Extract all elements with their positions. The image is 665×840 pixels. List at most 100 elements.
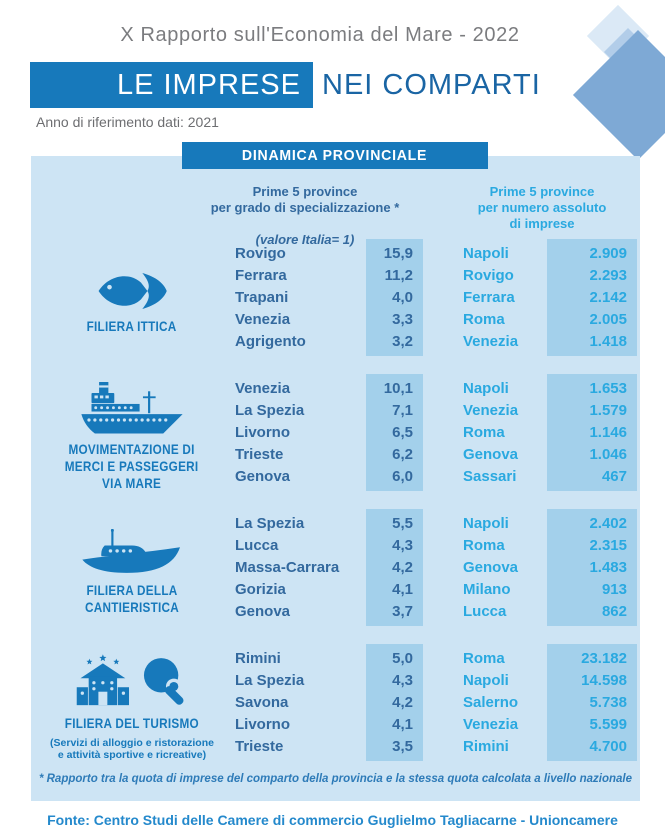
sector-sublabel: (Servizi di alloggio e ristorazione e at… bbox=[50, 736, 214, 761]
province-value: 1.146 bbox=[589, 424, 627, 441]
sector-label: FILIERA DEL TURISMO bbox=[64, 714, 200, 731]
province-value: 4,2 bbox=[392, 694, 413, 711]
province-value: 4,3 bbox=[392, 537, 413, 554]
province-value: 6,0 bbox=[392, 468, 413, 485]
imprese-values-strip: 1.653 1.579 1.146 1.046 467 bbox=[547, 374, 637, 491]
sector-section: FILIERA DEL TURISMO (Servizi di alloggio… bbox=[31, 643, 640, 778]
province-name: Venezia bbox=[235, 311, 291, 328]
province-name: Milano bbox=[463, 581, 511, 598]
imprese-provinces: Napoli Rovigo Ferrara Roma Venezia bbox=[463, 243, 547, 353]
specializzazione-provinces: Venezia La Spezia Livorno Trieste Genova bbox=[235, 378, 363, 488]
province-name: Ferrara bbox=[235, 267, 287, 284]
province-value: 913 bbox=[601, 581, 627, 598]
sector-section: FILIERA ITTICA Rovigo Ferrara Trapani Venez… bbox=[31, 238, 640, 373]
province-value: 5,0 bbox=[392, 650, 413, 667]
fish-icon bbox=[96, 269, 168, 313]
specializzazione-values-strip: 5,0 4,3 4,2 4,1 3,5 bbox=[366, 644, 423, 761]
specializzazione-provinces: La Spezia Lucca Massa-Carrara Gorizia Genova bbox=[235, 513, 363, 623]
hotel-and-table-tennis-icon bbox=[73, 653, 191, 710]
sector-icon-block: FILIERA DELLA CANTIERISTICA bbox=[33, 508, 231, 636]
province-value: 10,1 bbox=[383, 380, 413, 397]
province-name: Agrigento bbox=[235, 333, 306, 350]
province-value: 1.418 bbox=[589, 333, 627, 350]
province-name: Lucca bbox=[463, 603, 507, 620]
sector-label: FILIERA DELLA CANTIERISTICA bbox=[84, 581, 180, 615]
province-value: 4,1 bbox=[392, 716, 413, 733]
decor-diamond-large bbox=[572, 29, 665, 161]
imprese-provinces: Napoli Venezia Roma Genova Sassari bbox=[463, 378, 547, 488]
province-value: 2.315 bbox=[589, 537, 627, 554]
column-header-specializzazione-text: Prime 5 province per grado di specializz… bbox=[210, 184, 400, 215]
province-value: 5,5 bbox=[392, 515, 413, 532]
imprese-provinces: Napoli Roma Genova Milano Lucca bbox=[463, 513, 547, 623]
province-value: 7,1 bbox=[392, 402, 413, 419]
province-name: Lucca bbox=[235, 537, 279, 554]
province-name: Venezia bbox=[463, 402, 519, 419]
province-value: 3,3 bbox=[392, 311, 413, 328]
province-name: Massa-Carrara bbox=[235, 559, 340, 576]
imprese-values-strip: 23.182 14.598 5.738 5.599 4.700 bbox=[547, 644, 637, 761]
province-name: Ferrara bbox=[463, 289, 515, 306]
province-value: 467 bbox=[601, 468, 627, 485]
provincial-dynamics-panel bbox=[31, 156, 640, 801]
yacht-icon bbox=[82, 528, 182, 577]
imprese-values-strip: 2.909 2.293 2.142 2.005 1.418 bbox=[547, 239, 637, 356]
province-value: 23.182 bbox=[581, 650, 627, 667]
province-value: 1.046 bbox=[589, 446, 627, 463]
imprese-values-strip: 2.402 2.315 1.483 913 862 bbox=[547, 509, 637, 626]
province-value: 862 bbox=[601, 603, 627, 620]
province-value: 15,9 bbox=[383, 245, 413, 262]
province-name: La Spezia bbox=[235, 402, 305, 419]
province-name: La Spezia bbox=[235, 515, 305, 532]
province-value: 2.005 bbox=[589, 311, 627, 328]
specializzazione-provinces: Rimini La Spezia Savona Livorno Trieste bbox=[235, 648, 363, 758]
province-name: Roma bbox=[463, 311, 505, 328]
reference-year-note: Anno di riferimento dati: 2021 bbox=[36, 114, 219, 130]
province-value: 5.599 bbox=[589, 716, 627, 733]
column-header-specializzazione-note: (valore Italia= 1) bbox=[255, 232, 355, 247]
province-name: Genova bbox=[235, 603, 291, 620]
province-name: Sassari bbox=[463, 468, 517, 485]
province-value: 4,1 bbox=[392, 581, 413, 598]
province-name: Gorizia bbox=[235, 581, 286, 598]
footnote: * Rapporto tra la quota di imprese del c… bbox=[38, 773, 633, 785]
sector-icon-block: MOVIMENTAZIONE DI MERCI E PASSEGGERI VIA… bbox=[33, 373, 231, 501]
province-name: Venezia bbox=[463, 716, 519, 733]
report-title: X Rapporto sull'Economia del Mare - 2022 bbox=[120, 24, 520, 46]
province-name: La Spezia bbox=[235, 672, 305, 689]
province-value: 4,3 bbox=[392, 672, 413, 689]
specializzazione-values-strip: 5,5 4,3 4,2 4,1 3,7 bbox=[366, 509, 423, 626]
province-value: 11,2 bbox=[384, 267, 413, 284]
sector-icon-block: FILIERA DEL TURISMO (Servizi di alloggio… bbox=[33, 643, 231, 771]
province-name: Genova bbox=[235, 468, 291, 485]
source-line: Fonte: Centro Studi delle Camere di comm… bbox=[47, 812, 618, 828]
province-name: Roma bbox=[463, 424, 505, 441]
column-header-specializzazione: Prime 5 province per grado di specializz… bbox=[198, 184, 412, 248]
province-value: 6,5 bbox=[392, 424, 413, 441]
specializzazione-values-strip: 10,1 7,1 6,5 6,2 6,0 bbox=[366, 374, 423, 491]
province-name: Genova bbox=[463, 559, 519, 576]
panel-title: DINAMICA PROVINCIALE bbox=[242, 147, 428, 164]
sector-label: FILIERA ITTICA bbox=[87, 318, 177, 334]
province-name: Roma bbox=[463, 650, 505, 667]
ferry-icon bbox=[80, 382, 184, 436]
specializzazione-provinces: Rovigo Ferrara Trapani Venezia Agrigento bbox=[235, 243, 363, 353]
province-name: Rovigo bbox=[463, 267, 514, 284]
sector-icon-block: FILIERA ITTICA bbox=[33, 238, 231, 366]
province-value: 3,5 bbox=[392, 738, 413, 755]
province-name: Livorno bbox=[235, 716, 290, 733]
province-name: Venezia bbox=[463, 333, 519, 350]
province-name: Rimini bbox=[235, 650, 281, 667]
province-value: 3,2 bbox=[392, 333, 413, 350]
province-name: Genova bbox=[463, 446, 519, 463]
imprese-provinces: Roma Napoli Salerno Venezia Rimini bbox=[463, 648, 547, 758]
province-value: 4,0 bbox=[392, 289, 413, 306]
province-value: 1.653 bbox=[589, 380, 627, 397]
province-value: 6,2 bbox=[392, 446, 413, 463]
specializzazione-values-strip: 15,9 11,2 4,0 3,3 3,2 bbox=[366, 239, 423, 356]
province-value: 2.293 bbox=[589, 267, 627, 284]
banner-highlight-text: LE IMPRESE bbox=[116, 69, 301, 101]
province-value: 5.738 bbox=[589, 694, 627, 711]
province-name: Salerno bbox=[463, 694, 519, 711]
